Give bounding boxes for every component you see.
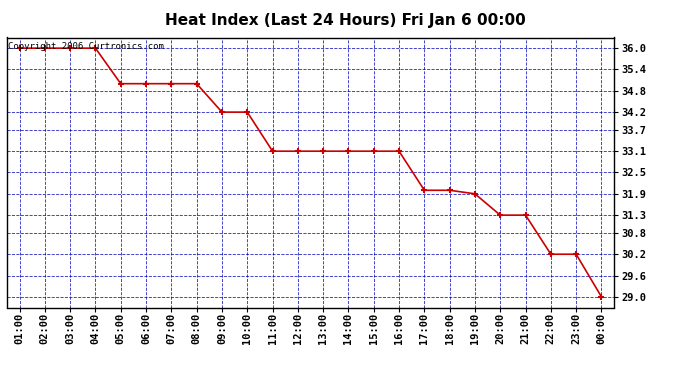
Text: Copyright 2006 Curtronics.com: Copyright 2006 Curtronics.com xyxy=(8,42,164,51)
Text: Heat Index (Last 24 Hours) Fri Jan 6 00:00: Heat Index (Last 24 Hours) Fri Jan 6 00:… xyxy=(165,13,525,28)
